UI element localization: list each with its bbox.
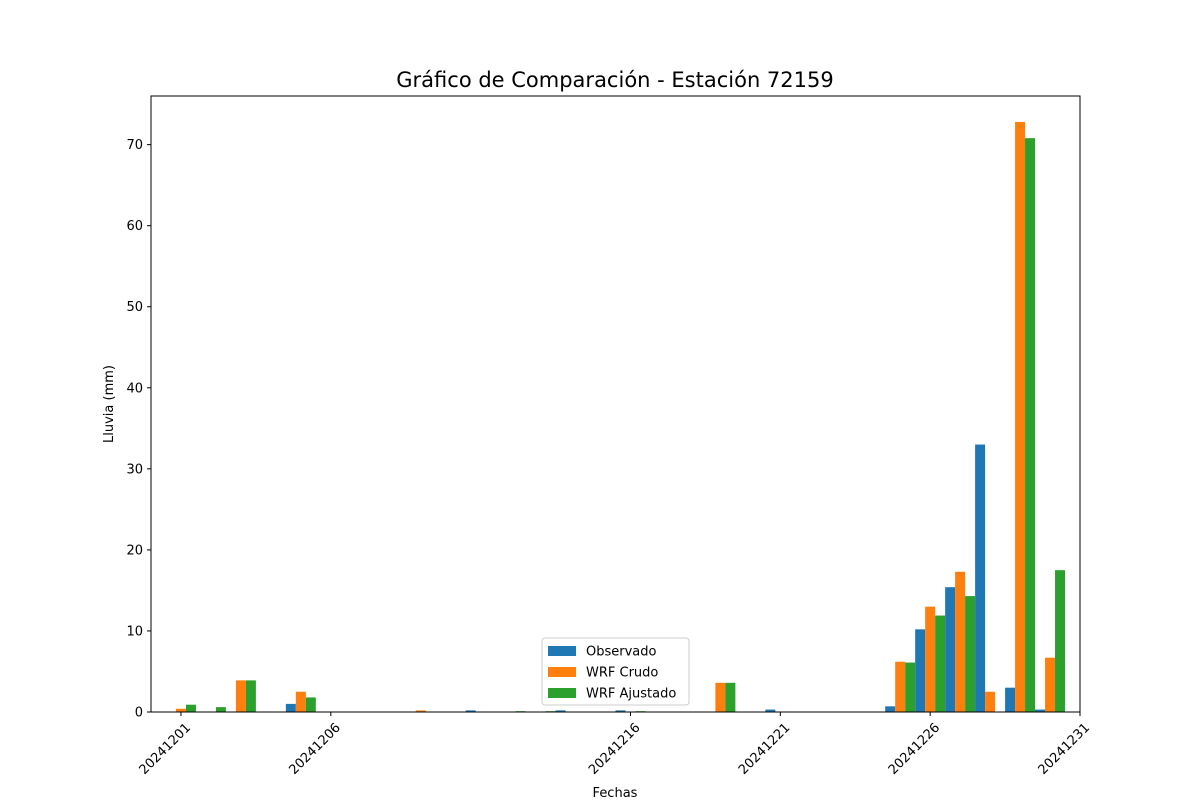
legend-label-wrf-ajustado: WRF Ajustado (586, 687, 676, 702)
bar-wrf-crudo (955, 571, 966, 712)
y-tick-label: 60 (126, 219, 143, 234)
bar-wrf-crudo (415, 710, 426, 712)
legend-swatch-wrf-ajustado (548, 688, 576, 698)
bar-wrf-crudo (1015, 121, 1026, 712)
bar-wrf-crudo (235, 680, 246, 712)
y-tick-label: 0 (135, 706, 143, 721)
bar-wrf-ajustado (215, 707, 226, 712)
chart-title: Gráfico de Comparación - Estación 72159 (396, 68, 833, 92)
bar-wrf-ajustado (965, 596, 976, 712)
bar-observado (915, 629, 926, 712)
y-tick-label: 10 (126, 624, 143, 639)
x-tick-label: 20241231 (1036, 720, 1093, 777)
bar-wrf-ajustado (725, 682, 736, 712)
legend: Observado WRF Crudo WRF Ajustado (541, 637, 690, 706)
y-axis-label: Lluvia (mm) (102, 365, 117, 443)
bar-wrf-crudo (1045, 657, 1056, 712)
bar-wrf-crudo (925, 606, 936, 712)
legend-swatch-wrf-crudo (548, 667, 576, 677)
bar-wrf-ajustado (1055, 570, 1066, 712)
bar-wrf-crudo (175, 708, 186, 712)
bar-wrf-ajustado (1025, 138, 1036, 712)
bar-observado (945, 587, 956, 712)
y-axis: 0 10 20 30 40 50 60 70 (126, 138, 151, 721)
bar-observado (975, 444, 986, 712)
x-tick-label: 20241206 (286, 720, 343, 777)
x-tick-label: 20241201 (137, 720, 194, 777)
legend-label-wrf-crudo: WRF Crudo (586, 666, 658, 681)
legend-label-observado: Observado (586, 645, 657, 660)
y-tick-label: 40 (126, 381, 143, 396)
bar-wrf-crudo (985, 691, 996, 712)
bar-wrf-ajustado (185, 704, 196, 712)
x-axis-label: Fechas (593, 786, 638, 800)
bar-observado (555, 710, 566, 712)
bar-observado (285, 703, 296, 712)
y-tick-label: 30 (126, 462, 143, 477)
bar-observado (1035, 709, 1046, 712)
legend-swatch-observado (548, 646, 576, 656)
bar-wrf-crudo (295, 691, 306, 712)
bar-wrf-ajustado (935, 615, 946, 712)
y-tick-label: 50 (126, 300, 143, 315)
bar-observado (465, 710, 476, 712)
y-tick-label: 70 (126, 138, 143, 153)
bar-observado (765, 709, 776, 712)
x-tick-label: 20241226 (886, 720, 943, 777)
legend-box (541, 637, 690, 706)
x-tick-label: 20241216 (586, 720, 643, 777)
bar-wrf-ajustado (905, 662, 916, 712)
bar-wrf-ajustado (305, 697, 316, 712)
bars-layer (175, 121, 1066, 712)
bar-observado (1005, 687, 1016, 712)
bar-wrf-crudo (895, 661, 906, 712)
bar-wrf-crudo (715, 682, 726, 712)
bar-observado (615, 710, 626, 712)
plot-frame (150, 95, 1081, 713)
y-tick-label: 20 (126, 543, 143, 558)
bar-wrf-ajustado (245, 680, 256, 712)
bar-observado (885, 706, 896, 712)
x-axis: 20241201 20241206 20241216 20241221 20241226… (137, 712, 1093, 778)
x-tick-label: 20241221 (736, 720, 793, 777)
